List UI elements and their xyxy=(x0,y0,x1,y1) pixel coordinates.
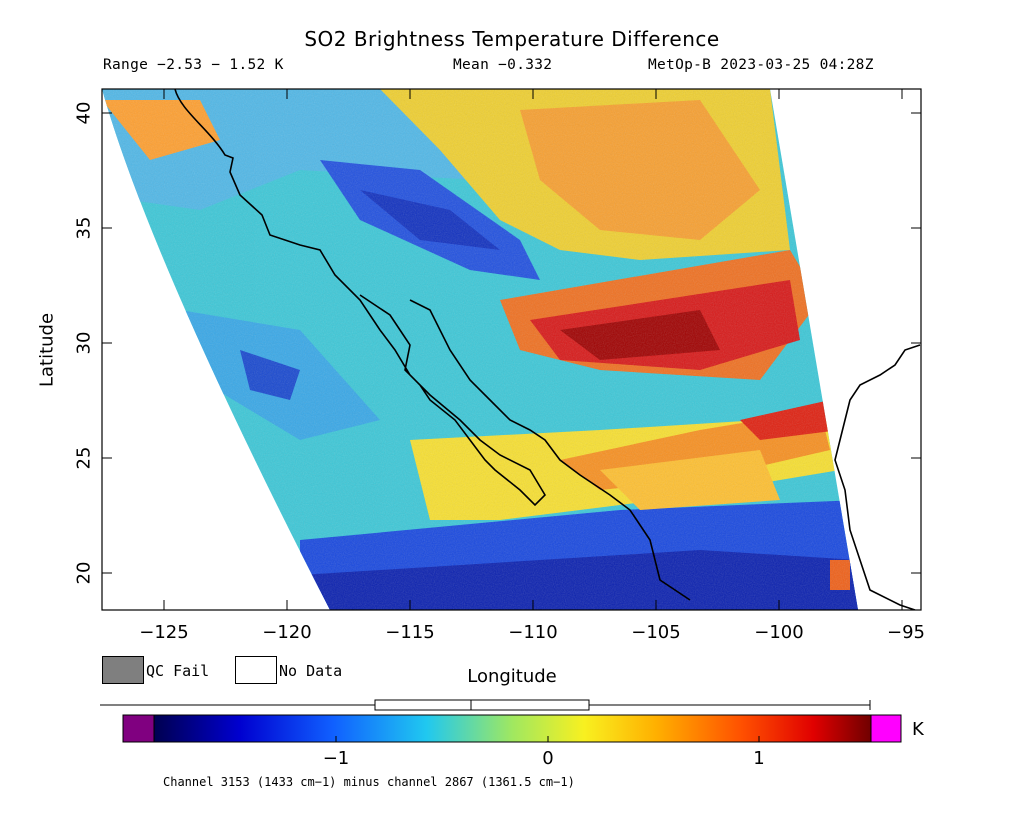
x-tick-label: −115 xyxy=(385,622,435,643)
y-tick-label: 30 xyxy=(73,331,95,355)
no-data-swatch xyxy=(235,656,277,684)
y-tick-label: 25 xyxy=(73,446,95,470)
coastline xyxy=(174,89,921,610)
y-tick-label: 35 xyxy=(73,216,95,240)
range-label: Range −2.53 − 1.52 K xyxy=(103,57,284,73)
x-tick-label: −110 xyxy=(508,622,558,643)
x-tick-label: −105 xyxy=(631,622,681,643)
x-axis-title: Longitude xyxy=(467,666,557,687)
platform-label: MetOp-B 2023-03-25 04:28Z xyxy=(648,57,874,73)
plot-frame xyxy=(101,88,922,611)
qc-fail-swatch xyxy=(102,656,144,684)
y-tick-label: 40 xyxy=(73,101,95,125)
colorbar-unit: K xyxy=(912,719,924,740)
qc-fail-label: QC Fail xyxy=(146,662,210,680)
colorbar-tick-label: 1 xyxy=(753,748,765,769)
mean-label: Mean −0.332 xyxy=(453,57,553,73)
colorbar-underflow xyxy=(122,714,155,743)
channel-footnote: Channel 3153 (1433 cm−1) minus channel 2… xyxy=(163,775,575,789)
chart-title: SO2 Brightness Temperature Difference xyxy=(304,27,720,51)
y-tick-label: 20 xyxy=(73,561,95,585)
colorbar-tick-label: −1 xyxy=(322,748,350,769)
y-axis-title: Latitude xyxy=(36,312,58,388)
swath-data xyxy=(102,89,921,610)
x-tick-label: −100 xyxy=(754,622,804,643)
colorbar-overflow xyxy=(870,714,902,743)
x-tick-label: −120 xyxy=(262,622,312,643)
distribution-boxplot xyxy=(100,699,871,711)
colorbar-tick-label: 0 xyxy=(542,748,554,769)
x-tick-label: −125 xyxy=(139,622,189,643)
x-tick-label: −95 xyxy=(887,622,925,643)
colorbar xyxy=(153,714,872,743)
no-data-label: No Data xyxy=(279,662,343,680)
